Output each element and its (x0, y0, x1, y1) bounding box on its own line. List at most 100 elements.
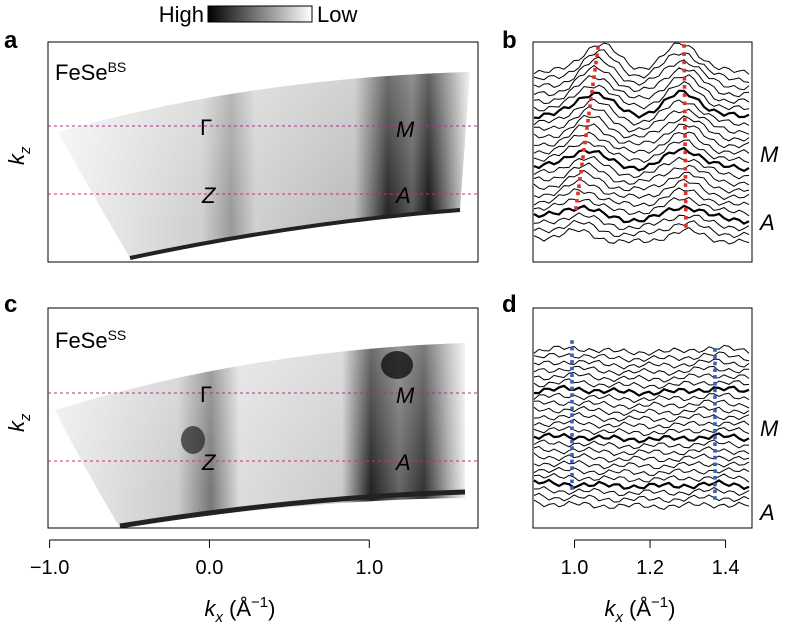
mdc-curve (533, 452, 750, 463)
mdc-curve (533, 139, 750, 164)
dispersion-dot (578, 177, 582, 181)
panel-letter: c (4, 291, 17, 318)
dispersion-dot (570, 439, 574, 444)
point-label: A (758, 210, 775, 235)
dispersion-dot (713, 435, 717, 440)
dispersion-dot (713, 415, 717, 420)
mdc-curve (533, 187, 750, 208)
point-label: Z (201, 183, 217, 208)
dispersion-dot (570, 360, 574, 364)
mdc-curve (533, 98, 750, 126)
mdc-curve (533, 178, 750, 201)
mdc-curve (533, 204, 750, 225)
x-axis-label: kx (Å−1) (605, 594, 676, 626)
panel-letter: d (502, 291, 517, 318)
dispersion-dot (570, 373, 574, 377)
panel-frame (532, 41, 753, 263)
x-axis-label-part: (Å (629, 596, 651, 621)
dispersion-dot (684, 207, 688, 212)
mdc-curve (533, 89, 750, 120)
dispersion-dot (683, 199, 688, 204)
dispersion-dot (713, 496, 717, 500)
mdc-curve (533, 399, 750, 410)
dispersion-dot (684, 216, 688, 220)
mdc-curve (533, 351, 750, 363)
mdc-stack (533, 42, 750, 245)
panel-frame (532, 307, 753, 529)
edge-band (119, 489, 466, 529)
x-axis-label-part: k (605, 596, 617, 621)
point-label: A (394, 183, 411, 208)
mdc-curve (533, 459, 750, 470)
x-axis-label-part: k (205, 596, 217, 621)
x-axis-label-part: −1 (651, 594, 668, 611)
mdc-curve (533, 412, 750, 423)
dispersion-dot (589, 97, 593, 101)
mdc-curve (533, 392, 750, 404)
dispersion-dot (588, 104, 592, 108)
panel-frame (47, 307, 479, 529)
panel-frame (47, 41, 479, 263)
y-label-main: k (4, 153, 29, 165)
dispersion-dot (713, 442, 717, 446)
dispersion-dot (713, 375, 717, 379)
mdc-curve (533, 56, 750, 91)
dispersion-dot (683, 150, 687, 155)
dispersion-dot (594, 60, 598, 65)
mdc-curve (533, 384, 750, 397)
dispersion-dot (579, 169, 583, 174)
y-label-sub: z (17, 146, 34, 155)
dispersion-dot (682, 93, 687, 97)
mdc-curve (533, 492, 750, 504)
dispersion-dot (682, 76, 687, 81)
dispersion-dot (713, 348, 717, 352)
point-label: A (758, 500, 775, 525)
mdc-curve (533, 358, 750, 370)
dispersion-dot (596, 46, 600, 50)
mdc-curve (533, 81, 750, 112)
point-label: M (396, 117, 415, 142)
panel-letter: a (4, 27, 18, 54)
dispersion-dot (570, 459, 574, 464)
dispersion-dot (570, 426, 574, 431)
dispersion-dot (683, 117, 687, 122)
dispersion-dot (595, 53, 599, 58)
dispersion-dot (570, 479, 574, 484)
mdc-curve (533, 405, 750, 416)
dispersion-dot (593, 68, 597, 72)
y-label: kz (4, 146, 34, 165)
dispersion-dot (587, 111, 591, 116)
axes: −1.0 0.0 1.0kx (Å−1)1.0 1.2 1.4kx (Å−1) (30, 539, 739, 626)
dispersion-dot (713, 368, 717, 372)
dispersion-dot (570, 453, 574, 457)
colorbar-low: Low (317, 2, 357, 27)
dispersion-dot (713, 402, 717, 406)
dispersion-dot (682, 52, 686, 56)
spot (381, 351, 413, 379)
sample-sup: BS (108, 59, 127, 75)
point-label: M (760, 416, 779, 441)
mdc-curve (533, 212, 750, 232)
dispersion-dot (713, 482, 717, 487)
dispersion-dot (682, 44, 686, 48)
mdc-curve (533, 131, 750, 155)
colorbar (207, 5, 313, 23)
dispersion-dot (570, 366, 574, 371)
dispersion-dot (592, 75, 596, 79)
dispersion-dot (570, 406, 574, 411)
dispersion-dot (575, 198, 579, 203)
mdc-curve (533, 42, 750, 75)
x-tick-label: 1.0 (561, 557, 589, 579)
point-label: M (760, 142, 779, 167)
mdc-stack (533, 340, 750, 511)
mdc-curve (533, 378, 750, 390)
mdc-curve (533, 418, 750, 430)
dispersion-dot (570, 472, 574, 477)
dispersion-dot (574, 206, 578, 210)
dispersion-dot (713, 354, 717, 359)
point-label: Γ (200, 115, 212, 140)
dispersion-dot (713, 462, 717, 467)
y-label-sub: z (17, 413, 34, 422)
dispersion-dot (570, 386, 574, 391)
x-axis-label-part: (Å (229, 596, 251, 621)
